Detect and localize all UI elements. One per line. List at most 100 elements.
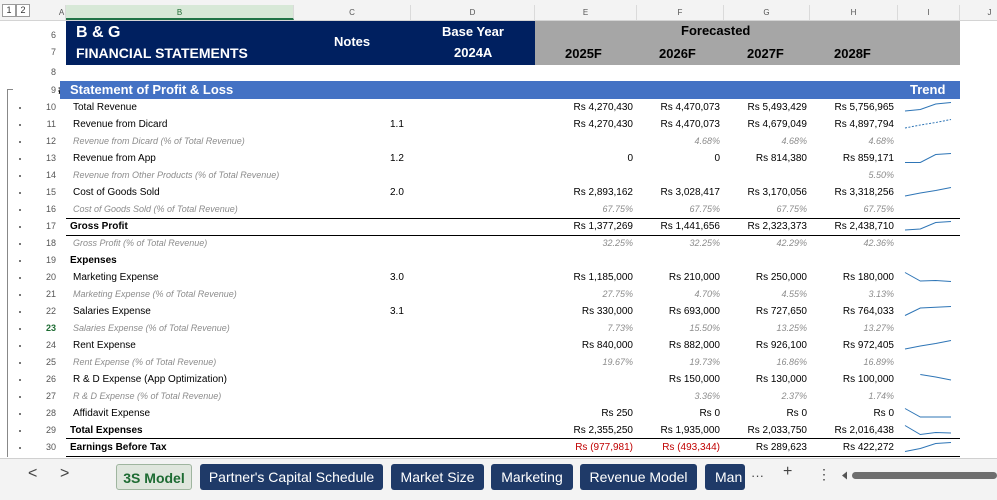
- value-cell[interactable]: 67.75%: [602, 204, 633, 214]
- row-label[interactable]: Revenue from Dicard (% of Total Revenue): [73, 136, 245, 146]
- value-cell[interactable]: Rs 422,272: [842, 442, 894, 453]
- row-header-18[interactable]: 18: [45, 238, 56, 248]
- value-cell[interactable]: Rs 180,000: [842, 272, 894, 283]
- row-header-27[interactable]: 27: [45, 391, 56, 401]
- sheet-tab-market-size[interactable]: Market Size: [391, 464, 484, 490]
- value-cell[interactable]: Rs 2,323,373: [747, 221, 808, 232]
- value-cell[interactable]: Rs 289,623: [755, 442, 807, 453]
- value-cell[interactable]: Rs 2,016,438: [834, 425, 895, 436]
- row-label[interactable]: Earnings Before Tax: [70, 442, 167, 453]
- row-header-25[interactable]: 25: [45, 357, 56, 367]
- note-reference[interactable]: 1.2: [390, 153, 404, 164]
- value-cell[interactable]: Rs 693,000: [668, 306, 720, 317]
- value-cell[interactable]: Rs 926,100: [755, 340, 807, 351]
- value-cell[interactable]: 3.36%: [694, 391, 720, 401]
- value-cell[interactable]: Rs 764,033: [842, 306, 894, 317]
- row-label[interactable]: Salaries Expense: [73, 306, 151, 317]
- value-cell[interactable]: Rs 130,000: [755, 374, 807, 385]
- value-cell[interactable]: Rs (493,344): [662, 442, 720, 453]
- value-cell[interactable]: 32.25%: [602, 238, 633, 248]
- column-header-a[interactable]: A: [58, 5, 66, 20]
- value-cell[interactable]: Rs 4,270,430: [573, 119, 634, 130]
- value-cell[interactable]: Rs 4,897,794: [834, 119, 895, 130]
- value-cell[interactable]: Rs 814,380: [755, 153, 807, 164]
- sheet-tab-man[interactable]: Man: [705, 464, 745, 490]
- row-header-20[interactable]: 20: [45, 272, 56, 282]
- value-cell[interactable]: 0: [627, 153, 633, 164]
- row-label[interactable]: Marketing Expense: [73, 272, 159, 283]
- value-cell[interactable]: Rs 210,000: [668, 272, 720, 283]
- row-header-15[interactable]: 15: [45, 187, 56, 197]
- row-label[interactable]: Expenses: [70, 255, 117, 266]
- row-header-7[interactable]: 7: [50, 47, 56, 57]
- value-cell[interactable]: 3.13%: [868, 289, 894, 299]
- row-header-22[interactable]: 22: [45, 306, 56, 316]
- value-cell[interactable]: Rs 2,438,710: [834, 221, 895, 232]
- value-cell[interactable]: Rs 5,493,429: [747, 102, 808, 113]
- row-label[interactable]: Marketing Expense (% of Total Revenue): [73, 289, 237, 299]
- row-header-29[interactable]: 29: [45, 425, 56, 435]
- row-header-8[interactable]: 8: [50, 67, 56, 77]
- value-cell[interactable]: 4.68%: [694, 136, 720, 146]
- value-cell[interactable]: 15.50%: [689, 323, 720, 333]
- column-header-b[interactable]: B: [66, 5, 294, 20]
- value-cell[interactable]: Rs 859,171: [842, 153, 894, 164]
- value-cell[interactable]: 13.27%: [863, 323, 894, 333]
- value-cell[interactable]: Rs 4,470,073: [660, 119, 721, 130]
- value-cell[interactable]: 16.86%: [776, 357, 807, 367]
- column-header-f[interactable]: F: [637, 5, 724, 20]
- value-cell[interactable]: Rs 3,170,056: [747, 187, 808, 198]
- note-reference[interactable]: 1.1: [390, 119, 404, 130]
- value-cell[interactable]: 1.74%: [868, 391, 894, 401]
- column-header-i[interactable]: I: [898, 5, 960, 20]
- value-cell[interactable]: 32.25%: [689, 238, 720, 248]
- row-header-6[interactable]: 6: [50, 30, 56, 40]
- row-label[interactable]: Salaries Expense (% of Total Revenue): [73, 323, 230, 333]
- note-reference[interactable]: 3.1: [390, 306, 404, 317]
- note-reference[interactable]: 3.0: [390, 272, 404, 283]
- column-header-j[interactable]: J: [960, 5, 997, 20]
- row-header-30[interactable]: 30: [45, 442, 56, 452]
- value-cell[interactable]: 16.89%: [863, 357, 894, 367]
- row-header-14[interactable]: 14: [45, 170, 56, 180]
- value-cell[interactable]: 42.29%: [776, 238, 807, 248]
- value-cell[interactable]: Rs 972,405: [842, 340, 894, 351]
- outline-level-1-button[interactable]: 1: [2, 4, 16, 17]
- value-cell[interactable]: Rs 2,893,162: [573, 187, 634, 198]
- row-label[interactable]: Rent Expense: [73, 340, 136, 351]
- row-label[interactable]: Gross Profit: [70, 221, 128, 232]
- sheet-menu-button[interactable]: ⋮: [817, 466, 831, 482]
- value-cell[interactable]: Rs 882,000: [668, 340, 720, 351]
- next-sheet-button[interactable]: >: [60, 465, 70, 482]
- value-cell[interactable]: 27.75%: [602, 289, 633, 299]
- row-header-28[interactable]: 28: [45, 408, 56, 418]
- value-cell[interactable]: Rs 330,000: [581, 306, 633, 317]
- value-cell[interactable]: Rs 1,185,000: [573, 272, 634, 283]
- value-cell[interactable]: 67.75%: [863, 204, 894, 214]
- value-cell[interactable]: 13.25%: [776, 323, 807, 333]
- value-cell[interactable]: Rs 0: [873, 408, 894, 419]
- value-cell[interactable]: Rs 3,318,256: [834, 187, 895, 198]
- value-cell[interactable]: Rs 3,028,417: [660, 187, 721, 198]
- row-header-11[interactable]: 11: [46, 119, 56, 129]
- value-cell[interactable]: Rs 4,270,430: [573, 102, 634, 113]
- value-cell[interactable]: Rs 0: [786, 408, 807, 419]
- value-cell[interactable]: 7.73%: [607, 323, 633, 333]
- row-label[interactable]: Rent Expense (% of Total Revenue): [73, 357, 217, 367]
- value-cell[interactable]: Rs 727,650: [755, 306, 807, 317]
- prev-sheet-button[interactable]: <: [28, 465, 38, 482]
- value-cell[interactable]: 42.36%: [863, 238, 894, 248]
- value-cell[interactable]: 4.68%: [868, 136, 894, 146]
- row-header-13[interactable]: 13: [45, 153, 56, 163]
- row-header-21[interactable]: 21: [45, 289, 56, 299]
- row-header-10[interactable]: 10: [45, 102, 56, 112]
- row-header-19[interactable]: 19: [45, 255, 56, 265]
- row-label[interactable]: Revenue from Other Products (% of Total …: [73, 170, 280, 180]
- horizontal-scrollbar[interactable]: [838, 470, 997, 481]
- row-header-16[interactable]: 16: [45, 204, 56, 214]
- value-cell[interactable]: Rs 250,000: [755, 272, 807, 283]
- row-header-12[interactable]: 12: [45, 136, 56, 146]
- value-cell[interactable]: 67.75%: [776, 204, 807, 214]
- value-cell[interactable]: Rs 250: [601, 408, 633, 419]
- row-label[interactable]: R & D Expense (App Optimization): [73, 374, 227, 385]
